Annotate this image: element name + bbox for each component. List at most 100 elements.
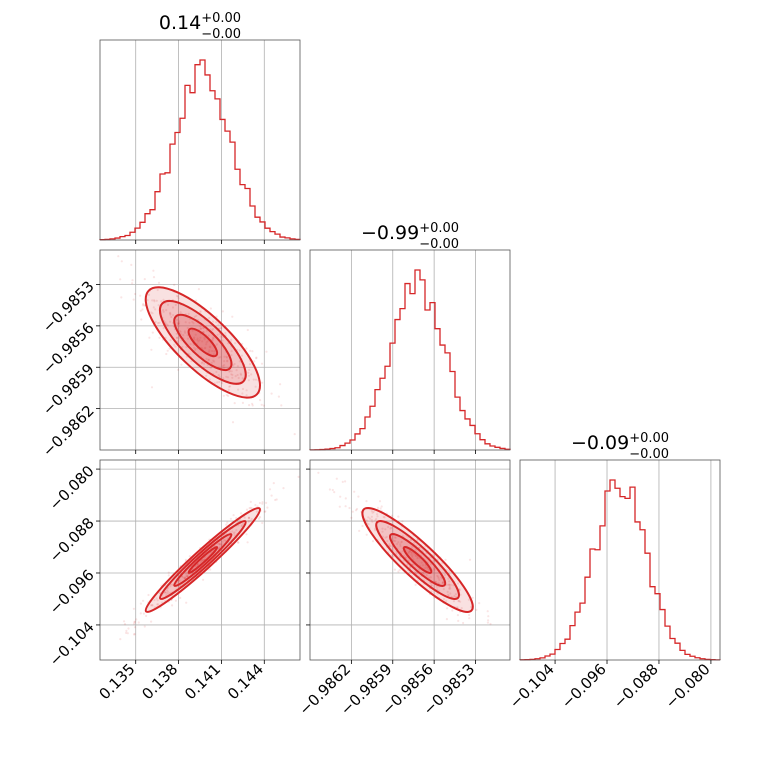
sample-point bbox=[212, 327, 215, 331]
sample-point bbox=[133, 626, 137, 629]
sample-point bbox=[263, 510, 266, 513]
sample-point bbox=[418, 568, 421, 571]
sample-point bbox=[232, 514, 235, 517]
sample-point bbox=[441, 581, 445, 584]
sample-point bbox=[454, 593, 457, 596]
sample-point bbox=[374, 519, 377, 522]
sample-point bbox=[248, 368, 251, 371]
sample-point bbox=[406, 563, 409, 566]
sample-point bbox=[489, 622, 492, 626]
title-lower-2: −0.00 bbox=[629, 447, 669, 462]
sample-point bbox=[453, 595, 456, 598]
sample-point bbox=[400, 540, 403, 543]
sample-point bbox=[361, 524, 364, 528]
sample-point bbox=[133, 621, 136, 624]
sample-point bbox=[153, 598, 156, 602]
sample-point bbox=[179, 330, 182, 333]
sample-point bbox=[471, 596, 474, 599]
sample-point bbox=[209, 366, 212, 369]
sample-point bbox=[196, 337, 199, 340]
sample-point bbox=[143, 625, 146, 628]
sample-point bbox=[411, 555, 414, 559]
x-tick-label: −0.088 bbox=[610, 660, 662, 712]
sample-point bbox=[255, 356, 258, 359]
sample-point bbox=[150, 620, 153, 623]
sample-point bbox=[446, 590, 449, 594]
sample-point bbox=[351, 510, 354, 513]
density-contour-1 bbox=[158, 300, 247, 385]
sample-point bbox=[151, 312, 154, 315]
sample-point bbox=[424, 564, 427, 567]
sample-point bbox=[151, 331, 154, 334]
panel-frame bbox=[309, 459, 511, 661]
sample-point bbox=[387, 525, 390, 529]
sample-point bbox=[134, 292, 137, 296]
sample-point bbox=[274, 498, 277, 502]
sample-point bbox=[185, 573, 188, 576]
sample-point bbox=[344, 505, 347, 508]
sample-point bbox=[157, 281, 161, 284]
sample-point bbox=[199, 336, 202, 339]
sample-point bbox=[384, 528, 387, 531]
sample-point bbox=[430, 590, 433, 593]
sample-point bbox=[132, 607, 135, 610]
sample-point bbox=[245, 508, 249, 511]
sample-point bbox=[200, 559, 203, 562]
sample-point bbox=[239, 372, 242, 375]
sample-point bbox=[264, 510, 267, 513]
sample-point bbox=[398, 568, 401, 572]
sample-point bbox=[145, 614, 148, 618]
sample-point bbox=[335, 477, 338, 480]
sample-point bbox=[397, 570, 400, 573]
sample-point bbox=[355, 509, 358, 512]
sample-point bbox=[123, 623, 127, 626]
sample-point bbox=[410, 551, 413, 554]
sample-point bbox=[207, 334, 210, 337]
sample-point bbox=[132, 298, 135, 301]
sample-point bbox=[370, 515, 373, 518]
sample-point bbox=[228, 369, 231, 372]
sample-point bbox=[379, 507, 382, 510]
sample-point bbox=[230, 338, 233, 341]
sample-point bbox=[459, 600, 462, 603]
sample-point bbox=[131, 279, 134, 282]
sample-point bbox=[139, 602, 142, 605]
sample-point bbox=[414, 548, 417, 551]
sample-point bbox=[198, 339, 201, 342]
sample-point bbox=[169, 585, 172, 588]
sample-point bbox=[202, 578, 205, 581]
sample-point bbox=[231, 376, 234, 379]
sample-point bbox=[193, 315, 196, 318]
sample-point bbox=[185, 345, 188, 349]
sample-point bbox=[386, 540, 389, 543]
sample-point bbox=[222, 377, 225, 380]
sample-point bbox=[231, 530, 234, 533]
sample-point bbox=[177, 323, 180, 326]
sample-point bbox=[390, 514, 393, 517]
sample-point bbox=[341, 480, 344, 483]
sample-point bbox=[202, 327, 205, 330]
sample-point bbox=[365, 500, 368, 503]
x-tick-label: −0.080 bbox=[662, 660, 714, 712]
sample-point bbox=[165, 591, 168, 595]
sample-point bbox=[130, 263, 133, 266]
sample-point bbox=[280, 404, 283, 407]
sample-point bbox=[229, 531, 232, 534]
sample-point bbox=[218, 380, 221, 383]
sample-point bbox=[378, 500, 382, 503]
sample-point bbox=[171, 604, 174, 607]
sample-point bbox=[230, 350, 233, 353]
density-contour-3 bbox=[187, 327, 219, 358]
sample-point bbox=[249, 519, 252, 522]
sample-point bbox=[208, 378, 211, 381]
sample-point bbox=[166, 324, 169, 327]
sample-point bbox=[261, 501, 264, 504]
sample-point bbox=[449, 592, 452, 595]
sample-point bbox=[223, 538, 226, 542]
sample-point bbox=[236, 373, 239, 377]
sample-point bbox=[261, 502, 264, 505]
sample-point bbox=[175, 332, 178, 335]
sample-point bbox=[486, 610, 489, 613]
sample-point bbox=[165, 309, 168, 312]
